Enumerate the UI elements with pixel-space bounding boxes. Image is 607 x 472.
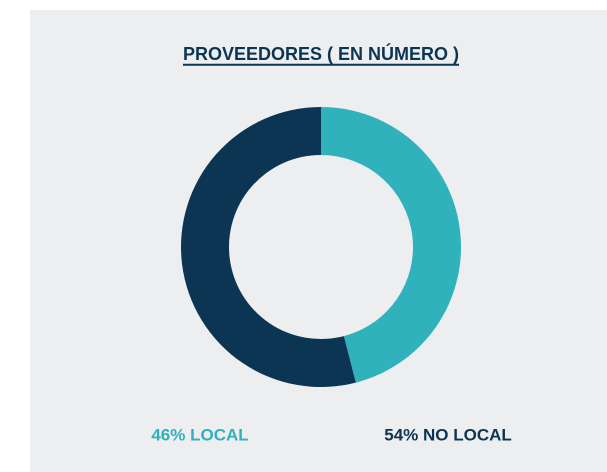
donut-slice: [180, 107, 356, 388]
donut-slice: [321, 107, 461, 383]
legend-label: 46% LOCAL: [151, 425, 248, 444]
chart-title: PROVEEDORES ( EN NÚMERO ): [183, 43, 459, 64]
legend-label: 54% NO LOCAL: [384, 425, 512, 444]
panel: [30, 10, 607, 472]
